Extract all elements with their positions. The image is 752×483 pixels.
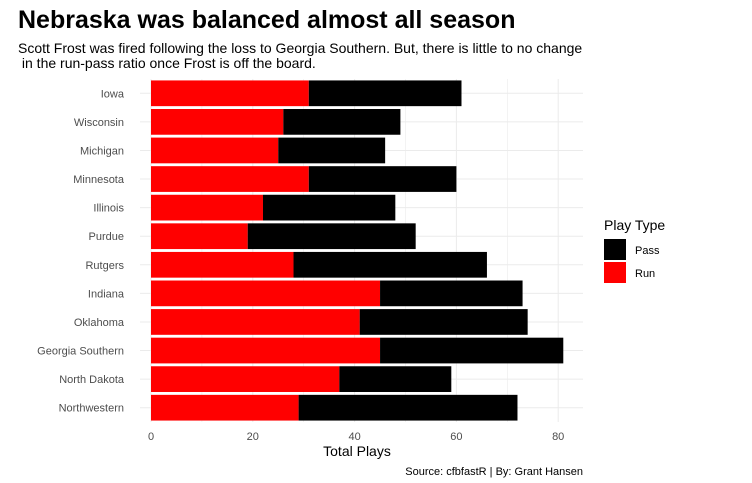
bar-pass [278, 137, 386, 164]
y-tick-label: Georgia Southern [37, 346, 124, 358]
y-tick-label: Northwestern [59, 403, 124, 415]
legend-title: Play Type [604, 217, 665, 233]
x-tick-label: 0 [148, 431, 154, 443]
y-tick-label: Michigan [80, 145, 124, 157]
x-tick-label: 40 [348, 431, 360, 443]
y-tick-label: Iowa [101, 88, 125, 100]
bar-run [151, 109, 284, 135]
y-tick-label: Indiana [88, 288, 125, 300]
x-tick-label: 80 [552, 431, 564, 443]
bar-pass [247, 223, 416, 250]
bar-run [151, 280, 381, 307]
bar-pass [298, 394, 518, 421]
bar-run [151, 137, 279, 164]
bar-pass [308, 166, 457, 192]
bar-run [151, 223, 248, 250]
bar-run [151, 337, 381, 364]
bar-run [151, 366, 340, 392]
y-tick-label: Illinois [93, 203, 124, 215]
bar-run [151, 309, 360, 335]
bar-pass [293, 251, 487, 278]
caption: Source: cfbfastR | By: Grant Hansen [405, 466, 583, 478]
y-tick-label: Rutgers [85, 260, 124, 272]
legend-label-pass: Pass [635, 245, 660, 257]
x-axis-ticks: 0 20 40 60 80 [148, 431, 564, 443]
y-axis-labels: Iowa Wisconsin Michigan Minnesota Illinois Pu… [37, 88, 125, 414]
bar-pass [283, 109, 401, 135]
bar-run [151, 194, 263, 221]
legend-key-pass [604, 239, 626, 260]
bar-pass [380, 280, 523, 307]
y-tick-label: Wisconsin [74, 117, 124, 129]
y-tick-label: Purdue [89, 231, 124, 243]
y-tick-label: Oklahoma [74, 317, 125, 329]
bar-run [151, 80, 309, 107]
chart-subtitle: Scott Frost was fired following the loss… [18, 40, 583, 71]
bar-pass [359, 309, 528, 335]
y-tick-label: North Dakota [59, 374, 125, 386]
bar-pass [339, 366, 452, 392]
bars [151, 80, 564, 421]
legend: Play Type Pass Run [604, 217, 665, 283]
x-tick-label: 20 [247, 431, 259, 443]
bar-pass [262, 194, 396, 221]
x-tick-label: 60 [450, 431, 462, 443]
bar-pass [380, 337, 564, 364]
y-tick-label: Minnesota [73, 174, 125, 186]
bar-run [151, 166, 309, 192]
legend-label-run: Run [635, 268, 655, 280]
x-axis-label: Total Plays [323, 443, 391, 459]
bar-pass [308, 80, 462, 107]
bar-run [151, 394, 299, 421]
bar-run [151, 251, 294, 278]
legend-key-run [604, 262, 626, 283]
chart-title: Nebraska was balanced almost all season [18, 6, 516, 34]
